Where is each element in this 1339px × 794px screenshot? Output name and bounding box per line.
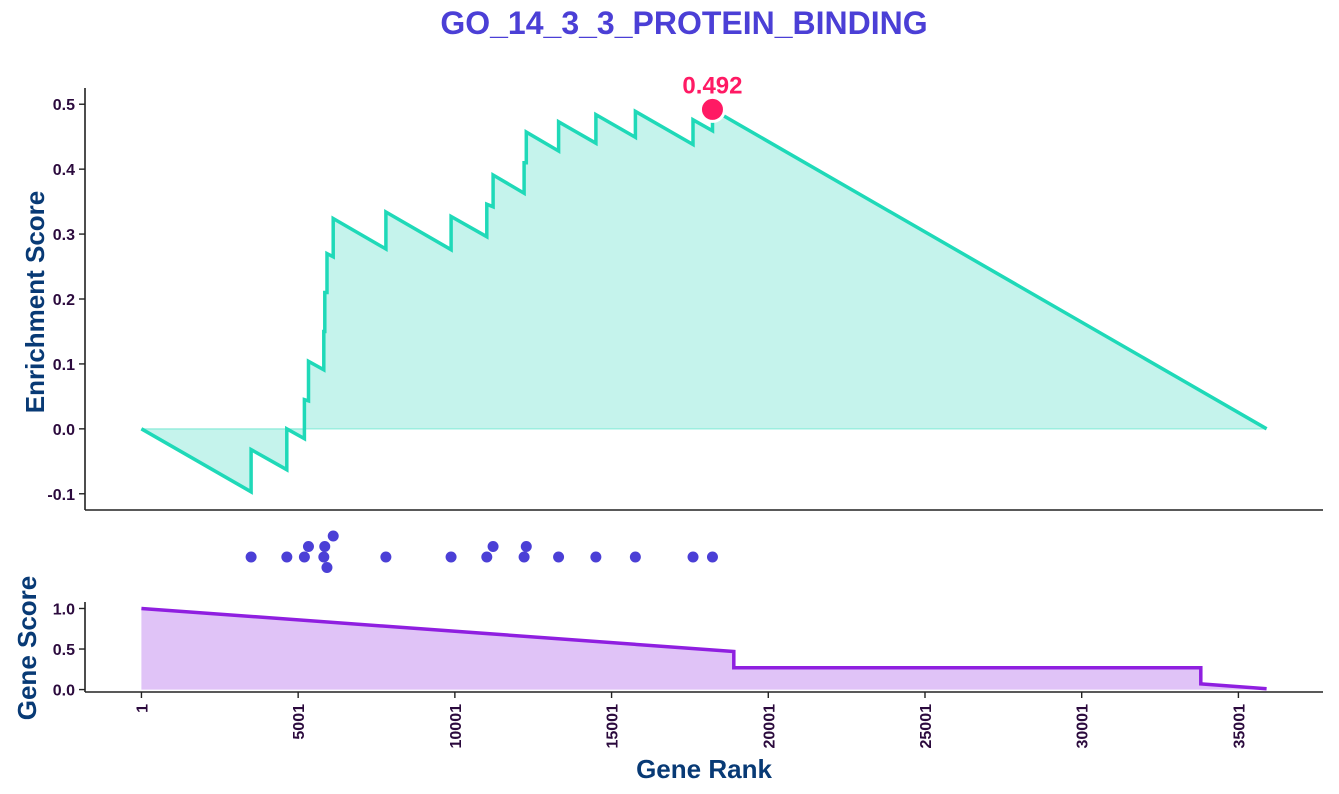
gene-score-y-tick-label: 0.5 — [53, 642, 75, 659]
hit-marker — [318, 551, 330, 563]
hit-marker — [327, 530, 339, 542]
hit-marker — [245, 551, 257, 563]
enrichment-score-line — [140, 106, 1268, 495]
hit-marker — [380, 551, 392, 563]
x-tick-label: 20001 — [761, 704, 778, 749]
hit-marker — [487, 541, 499, 552]
gene-score-y-axis: 1.0 0.5 0.0 — [53, 601, 86, 700]
enrichment-panel: 0.492 0.5 0.4 0.3 0.2 0.1 0.0 -0.1 Enrichment … — [20, 72, 1323, 511]
enrichment-y-tick-label: 0.0 — [53, 422, 75, 439]
x-tick-label: 1 — [134, 704, 151, 713]
enrichment-y-tick-label: 0.2 — [53, 292, 75, 309]
enrichment-y-tick-label: 0.3 — [53, 227, 75, 244]
hit-marker — [629, 551, 641, 563]
hit-marker — [687, 551, 699, 563]
x-axis: 1 5001 10001 15001 20001 25001 30001 35001 — [85, 691, 1323, 749]
hit-marker — [281, 551, 293, 563]
x-tick-label: 25001 — [918, 704, 935, 749]
enrichment-y-tick-label: 0.5 — [53, 97, 75, 114]
hit-markers — [245, 530, 718, 573]
enrichment-area — [141, 109, 1267, 492]
gene-score-y-tick-label: 0.0 — [53, 683, 75, 700]
x-axis-label: Gene Rank — [636, 754, 772, 784]
hit-marker — [321, 562, 333, 573]
hit-marker — [445, 551, 457, 563]
x-tick-label: 10001 — [448, 704, 465, 749]
x-tick-label: 35001 — [1231, 704, 1248, 749]
hit-marker — [481, 551, 493, 563]
x-tick-label: 5001 — [291, 704, 308, 740]
enrichment-y-tick-label: 0.1 — [53, 357, 75, 374]
enrichment-y-axis: 0.5 0.4 0.3 0.2 0.1 0.0 -0.1 — [47, 88, 1323, 511]
hit-marker — [706, 551, 718, 563]
hit-marker — [319, 541, 331, 552]
x-tick-label: 15001 — [605, 704, 622, 749]
enrichment-y-tick-label: -0.1 — [47, 487, 75, 504]
hit-marker — [590, 551, 602, 563]
hit-marker — [553, 551, 565, 563]
gene-score-line — [141, 606, 1267, 691]
hit-marker — [298, 551, 310, 563]
gene-score-y-axis-label: Gene Score — [12, 576, 42, 721]
hit-marker — [518, 551, 530, 563]
hit-marker — [520, 541, 532, 552]
enrichment-y-tick-label: 0.4 — [53, 162, 75, 179]
chart-title: GO_14_3_3_PROTEIN_BINDING — [440, 5, 927, 41]
enrichment-y-axis-label: Enrichment Score — [20, 191, 50, 414]
x-tick-label: 30001 — [1075, 704, 1092, 749]
gene-score-panel: 1.0 0.5 0.0 Gene Score — [12, 576, 1267, 721]
peak-marker — [698, 95, 726, 123]
peak-label: 0.492 — [682, 72, 742, 99]
hit-marker — [302, 541, 314, 552]
gene-score-y-tick-label: 1.0 — [53, 601, 75, 618]
